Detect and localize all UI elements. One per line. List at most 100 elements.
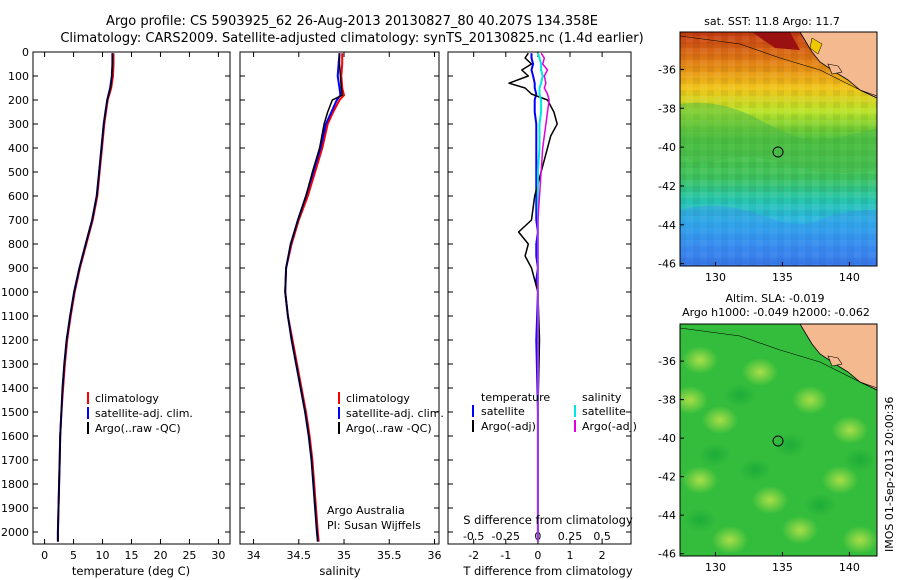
map-x-tick-label: 135 <box>772 561 793 574</box>
series-line-satellite-adj-clim- <box>56 53 114 542</box>
y-tick-label: 300 <box>8 118 29 131</box>
legend-label-climatology: climatology <box>95 392 159 405</box>
map-y-tick-label: -46 <box>658 548 676 561</box>
legend-label-argo: Argo(..raw -QC) <box>95 422 181 435</box>
sla-map-title-1: Altim. SLA: -0.019 <box>725 292 824 305</box>
x-tick-label: 36 <box>427 549 441 562</box>
y-tick-label: 700 <box>8 214 29 227</box>
legend-title-temperature: temperature <box>481 391 550 404</box>
argo-float-marker <box>772 435 784 447</box>
land-australia <box>752 324 877 391</box>
sst-warm-gulf <box>752 32 800 50</box>
map-y-tick-label: -44 <box>658 219 676 232</box>
gulf-shade <box>809 37 823 55</box>
sla-low-anomaly <box>684 508 716 532</box>
y-tick-label: 1900 <box>1 502 29 515</box>
sla-high-anomaly <box>842 526 877 554</box>
y-tick-label: 200 <box>8 94 29 107</box>
x-tick-label: 5 <box>70 549 77 562</box>
map-y-tick-label: -36 <box>658 355 676 368</box>
sla-low-anomaly <box>739 458 771 482</box>
legend-label-temp-argo: Argo(-adj) <box>481 420 536 433</box>
x-tick-label: -1 <box>500 549 511 562</box>
sla-high-anomaly <box>742 358 778 386</box>
sla-high-anomaly <box>682 346 718 374</box>
shelf-contour <box>680 327 877 389</box>
legend-label-sal-satellite: satellite <box>582 405 626 418</box>
series-line-temperature-argo-adj- <box>508 52 558 542</box>
sst-green-band <box>680 102 877 174</box>
x-tick-label: 20 <box>153 549 167 562</box>
legend-title-salinity: salinity <box>582 391 622 404</box>
salinity-legend: climatology satellite-adj. clim. Argo(..… <box>338 392 444 435</box>
series-line-argo-raw-qc- <box>57 53 114 542</box>
difference-xlabel: T difference from climatology <box>462 564 633 578</box>
sla-map-ticks: 130 135 140 -36 -38 -40 -42 -44 -46 <box>658 355 860 574</box>
x-tick-label: 30 <box>211 549 225 562</box>
y-tick-label: 1100 <box>1 310 29 323</box>
sst-map-ticks: 130 135 140 -36 -38 -40 -42 -44 -46 <box>658 63 860 284</box>
series-line-salinity-argo-adj- <box>537 52 550 542</box>
salinity-lines <box>284 53 345 542</box>
sla-high-anomaly <box>702 406 738 434</box>
salinity-axes: 34 34.5 35 35.5 36 <box>240 51 441 562</box>
difference-x2label: S difference from climatology <box>463 513 633 527</box>
y-tick-label: 100 <box>8 70 29 83</box>
sla-high-anomaly <box>682 466 718 494</box>
sla-low-anomaly <box>699 443 731 467</box>
y-tick-label: 1200 <box>1 334 29 347</box>
kangaroo-island <box>827 355 843 367</box>
series-line-climatology <box>56 53 115 542</box>
difference-axes: -2 -1 0 1 2-0.5 -0.25 0 0.25 0.5 <box>448 51 631 562</box>
x-tick-label: 25 <box>182 549 196 562</box>
map-y-tick-label: -46 <box>658 258 676 271</box>
x-tick-label: 35 <box>337 549 351 562</box>
imos-timestamp: IMOS 01-Sep-2013 20:00:36 <box>883 397 896 552</box>
x-tick-label: 10 <box>96 549 110 562</box>
y-tick-label: 1500 <box>1 406 29 419</box>
y-tick-label: 500 <box>8 166 29 179</box>
series-line-argo-raw-qc- <box>284 53 343 542</box>
difference-panel-frame <box>447 51 632 545</box>
legend-label-temp-satellite: satellite <box>481 405 525 418</box>
y-tick-label: 2000 <box>1 526 29 539</box>
sla-map: Altim. SLA: -0.019 Argo h1000: -0.049 h2… <box>658 292 878 574</box>
sla-map-title-2: Argo h1000: -0.049 h2000: -0.062 <box>682 306 870 319</box>
map-y-tick-label: -40 <box>658 432 676 445</box>
land-australia <box>752 32 877 99</box>
sla-anomaly-blobs <box>680 346 877 554</box>
legend-label-satellite: satellite-adj. clim. <box>346 407 444 420</box>
y-tick-label: 1000 <box>1 286 29 299</box>
temperature-panel-frame <box>32 51 231 545</box>
salinity-xlabel: salinity <box>319 564 360 578</box>
x-tick-label: 34.5 <box>287 549 312 562</box>
x-tick-label: 2 <box>599 549 606 562</box>
salinity-annotation-2: PI: Susan Wijffels <box>327 519 421 532</box>
map-x-tick-label: 140 <box>839 271 860 284</box>
y-tick-label: 800 <box>8 238 29 251</box>
sla-low-anomaly <box>724 383 756 407</box>
sla-high-anomaly <box>832 416 868 444</box>
temperature-legend: climatology satellite-adj. clim. Argo(..… <box>87 392 193 435</box>
x2-tick-label: 0.5 <box>593 530 611 543</box>
sla-low-anomaly <box>774 433 806 457</box>
x2-tick-label: -0.5 <box>463 530 484 543</box>
series-line-climatology <box>284 53 345 542</box>
argo-float-marker <box>772 146 784 158</box>
legend-label-argo: Argo(..raw -QC) <box>346 422 432 435</box>
sla-map-frame <box>679 323 878 557</box>
sst-blue-band <box>680 206 877 266</box>
sst-map-title: sat. SST: 11.8 Argo: 11.7 <box>704 15 840 28</box>
sla-low-anomaly <box>804 493 836 517</box>
x2-tick-label: 0.25 <box>558 530 583 543</box>
temperature-xlabel: temperature (deg C) <box>72 564 190 578</box>
x-tick-label: 34 <box>247 549 261 562</box>
salinity-panel-frame <box>239 51 440 545</box>
x-tick-label: -2 <box>468 549 479 562</box>
temperature-axes: 0 5 10 15 20 25 300100200300400500600700800900… <box>1 46 230 562</box>
sla-high-anomaly <box>752 486 788 514</box>
sla-high-anomaly <box>680 386 708 414</box>
map-y-tick-label: -42 <box>658 180 676 193</box>
figure-title-line2: Climatology: CARS2009. Satellite-adjuste… <box>60 31 643 46</box>
